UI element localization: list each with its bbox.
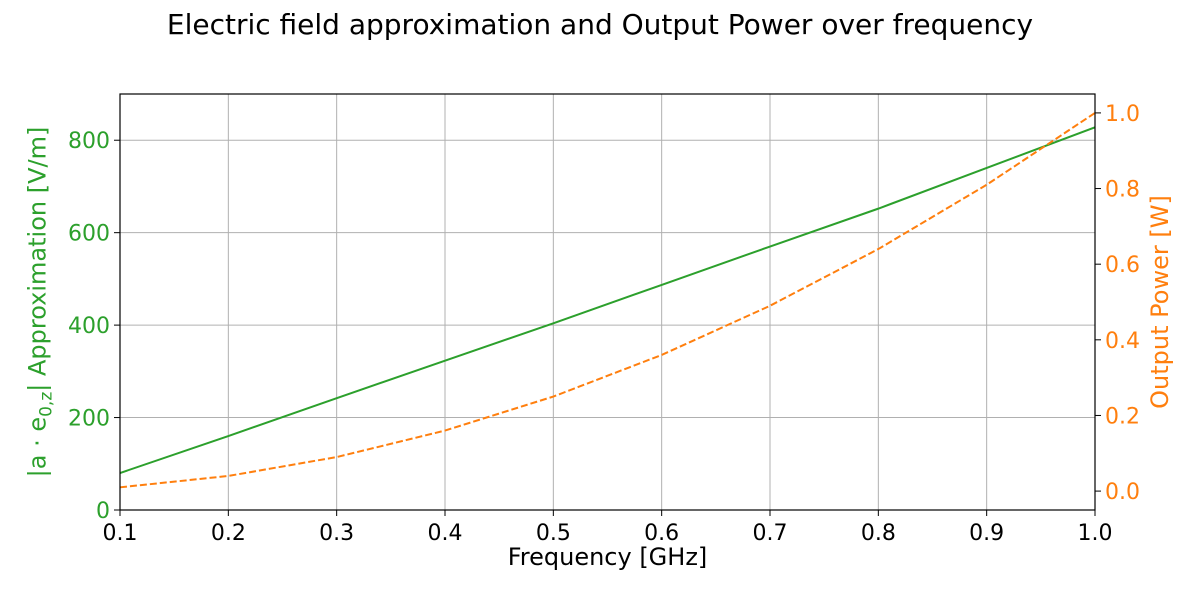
left-axis-label-subscript: 0,z <box>36 391 57 417</box>
x-tick-label: 0.1 <box>103 521 138 546</box>
x-tick-label: 0.5 <box>536 521 571 546</box>
x-axis-label: Frequency [GHz] <box>507 543 708 571</box>
right-y-tick-label: 0.4 <box>1105 329 1140 354</box>
left-y-tick-label: 600 <box>68 222 110 247</box>
right-y-tick-label: 0.0 <box>1105 480 1140 505</box>
x-tick-label: 0.8 <box>861 521 896 546</box>
plot-frame <box>119 93 1096 511</box>
x-tick-label: 0.4 <box>428 521 463 546</box>
left-y-tick-label: 200 <box>68 407 110 432</box>
output-power-line <box>119 112 1096 489</box>
right-y-tick-label: 0.6 <box>1105 253 1140 278</box>
chart-title: Electric field approximation and Output … <box>166 8 1034 41</box>
right-axis-label: Output Power [W] <box>1146 195 1174 409</box>
x-tick-label: 0.6 <box>644 521 679 546</box>
grid <box>119 94 1096 511</box>
right-y-tick-label: 1.0 <box>1105 102 1140 127</box>
right-y-tick-label: 0.2 <box>1105 404 1140 429</box>
x-tick-label: 0.9 <box>969 521 1004 546</box>
left-y-tick-label: 800 <box>68 129 110 154</box>
left-axis-label: |a · e0,z| Approximation [V/m] <box>24 127 57 478</box>
series-group <box>119 112 1096 489</box>
field-approximation-line <box>119 126 1096 474</box>
x-tick-label: 0.2 <box>211 521 246 546</box>
right-y-tick-label: 0.8 <box>1105 178 1140 203</box>
left-y-tick-label: 0 <box>96 499 110 524</box>
x-tick-label: 0.7 <box>753 521 788 546</box>
x-tick-label: 0.3 <box>319 521 354 546</box>
left-y-tick-label: 400 <box>68 314 110 339</box>
x-tick-label: 1.0 <box>1078 521 1113 546</box>
left-axis-label-prefix: |a · e <box>23 416 52 478</box>
tick-group: 0.1 0.2 0.3 0.4 0.5 0.6 0.7 0.8 0.9 1.0 0 200 400 600… <box>68 102 1140 546</box>
left-axis-label-suffix: | Approximation [V/m] <box>23 126 52 392</box>
